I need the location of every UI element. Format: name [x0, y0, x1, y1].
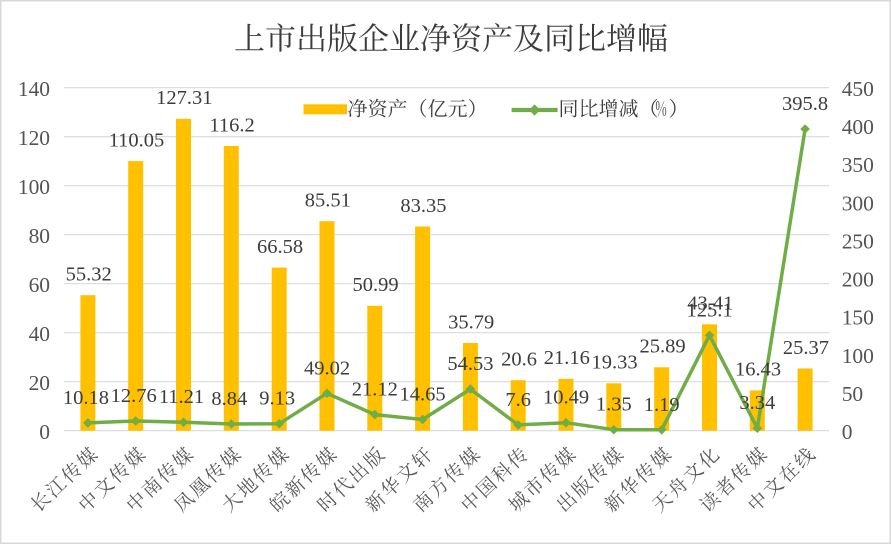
- svg-text:200: 200: [842, 268, 874, 292]
- svg-text:25.37: 25.37: [783, 337, 829, 359]
- svg-text:66.58: 66.58: [257, 236, 303, 258]
- svg-text:21.16: 21.16: [544, 347, 590, 369]
- svg-text:350: 350: [842, 153, 874, 177]
- svg-text:40: 40: [29, 322, 50, 346]
- svg-text:12.76: 12.76: [111, 385, 157, 407]
- svg-text:49.02: 49.02: [304, 357, 350, 379]
- svg-text:1.19: 1.19: [644, 394, 680, 416]
- svg-text:54.53: 54.53: [447, 353, 493, 375]
- svg-text:9.13: 9.13: [259, 388, 295, 410]
- svg-text:250: 250: [842, 229, 874, 253]
- svg-text:16.43: 16.43: [735, 359, 781, 381]
- svg-text:116.2: 116.2: [209, 114, 254, 136]
- svg-text:120: 120: [18, 126, 50, 150]
- svg-text:0: 0: [39, 420, 50, 444]
- svg-text:8.84: 8.84: [211, 388, 247, 410]
- svg-text:300: 300: [842, 191, 874, 215]
- svg-text:3.34: 3.34: [739, 392, 775, 414]
- svg-text:14.65: 14.65: [400, 384, 446, 406]
- svg-text:400: 400: [842, 115, 874, 139]
- svg-text:83.35: 83.35: [400, 195, 446, 217]
- svg-text:85.51: 85.51: [305, 190, 351, 212]
- svg-text:50.99: 50.99: [353, 274, 399, 296]
- svg-text:43.41: 43.41: [687, 293, 733, 315]
- svg-text:140: 140: [18, 77, 50, 101]
- svg-text:21.12: 21.12: [352, 379, 398, 401]
- svg-text:35.79: 35.79: [448, 311, 494, 333]
- svg-text:110.05: 110.05: [109, 129, 165, 151]
- svg-text:0: 0: [842, 420, 853, 444]
- svg-text:60: 60: [29, 273, 50, 297]
- svg-text:20.6: 20.6: [501, 349, 537, 371]
- svg-text:80: 80: [29, 224, 50, 248]
- svg-text:55.32: 55.32: [66, 264, 112, 286]
- svg-text:50: 50: [842, 382, 863, 406]
- svg-text:19.33: 19.33: [592, 352, 638, 374]
- svg-text:11.21: 11.21: [159, 386, 204, 408]
- svg-text:100: 100: [842, 344, 874, 368]
- svg-text:7.6: 7.6: [505, 389, 531, 411]
- svg-text:100: 100: [18, 175, 50, 199]
- svg-text:395.8: 395.8: [782, 93, 828, 115]
- svg-text:1.35: 1.35: [596, 394, 632, 416]
- svg-text:25.89: 25.89: [639, 336, 685, 358]
- svg-text:450: 450: [842, 77, 874, 101]
- svg-text:20: 20: [29, 371, 50, 395]
- svg-text:127.31: 127.31: [156, 87, 212, 109]
- svg-text:150: 150: [842, 306, 874, 330]
- svg-text:10.18: 10.18: [63, 387, 109, 409]
- svg-text:125.1: 125.1: [686, 299, 732, 321]
- svg-text:10.49: 10.49: [543, 387, 589, 409]
